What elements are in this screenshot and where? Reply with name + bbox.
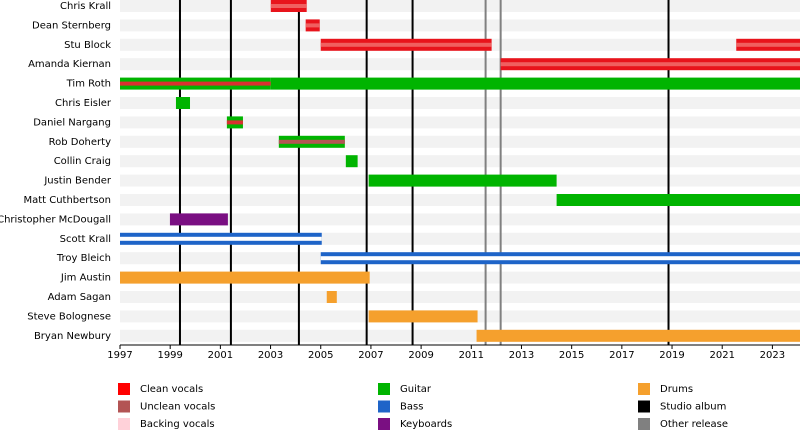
member-label: Justin Bender [43, 176, 112, 187]
x-tick-label: 2015 [559, 350, 584, 361]
member-label: Troy Bleich [56, 253, 111, 264]
legend-label: Backing vocals [140, 419, 215, 430]
role-stripe [320, 256, 800, 261]
x-tick-label: 2017 [609, 350, 634, 361]
member-label: Steve Bolognese [27, 311, 111, 322]
row-band [120, 19, 800, 32]
member-label: Bryan Newbury [34, 331, 111, 342]
x-tick-label: 2003 [258, 350, 283, 361]
member-label: Collin Craig [54, 156, 111, 167]
legend-label: Keyboards [400, 419, 452, 430]
membership-bar [326, 291, 337, 303]
membership-bar [476, 329, 800, 342]
x-tick-label: 2019 [659, 350, 684, 361]
row-band [120, 0, 800, 12]
row-band [120, 135, 800, 148]
membership-bar [368, 310, 478, 323]
x-tick-label: 2005 [308, 350, 333, 361]
member-label: Dean Sternberg [32, 20, 111, 31]
x-tick-label: 2023 [760, 350, 785, 361]
row-band [120, 58, 800, 71]
membership-bar [556, 194, 800, 206]
role-stripe [120, 81, 271, 86]
membership-bar [270, 77, 800, 90]
legend-swatch [638, 400, 650, 413]
legend-label: Unclean vocals [140, 402, 215, 413]
x-tick-label: 2021 [709, 350, 734, 361]
row-band [120, 97, 800, 109]
member-label: Chris Eisler [55, 98, 112, 109]
member-label: Jim Austin [60, 273, 111, 284]
legend-swatch [118, 418, 130, 430]
legend-swatch [118, 400, 130, 413]
role-stripe [736, 42, 800, 47]
legend-label: Guitar [400, 384, 432, 395]
legend-swatch [638, 418, 650, 430]
role-stripe [305, 23, 320, 28]
role-stripe [278, 139, 345, 144]
legend-swatch [118, 383, 130, 395]
row-band [120, 155, 800, 168]
x-tick-label: 2007 [358, 350, 383, 361]
membership-bar [169, 213, 228, 226]
row-band [120, 116, 800, 129]
x-tick-label: 2001 [208, 350, 233, 361]
x-tick-label: 1997 [107, 350, 132, 361]
member-label: Scott Krall [60, 234, 111, 245]
member-label: Chris Krall [60, 1, 111, 12]
membership-bar [120, 271, 370, 284]
membership-bar [345, 155, 358, 168]
x-tick-label: 1999 [157, 350, 182, 361]
role-stripe [320, 42, 492, 47]
role-stripe [120, 236, 322, 241]
legend-label: Bass [400, 402, 423, 413]
role-stripe [500, 62, 800, 67]
member-label: Amanda Kiernan [28, 59, 111, 70]
row-band [120, 213, 800, 226]
row-band [120, 291, 800, 303]
legend-swatch [378, 418, 390, 430]
member-label: Daniel Nargang [33, 117, 111, 128]
legend-label: Other release [660, 419, 728, 430]
member-label: Matt Cuthbertson [23, 195, 111, 206]
legend-label: Studio album [660, 402, 726, 413]
role-stripe [226, 120, 243, 125]
role-stripe [270, 4, 307, 8]
x-tick-label: 2013 [509, 350, 534, 361]
member-label: Adam Sagan [48, 292, 111, 303]
x-tick-label: 2009 [408, 350, 433, 361]
member-label: Rob Doherty [49, 137, 111, 148]
member-label: Stu Block [64, 40, 111, 51]
legend-label: Drums [660, 384, 693, 395]
legend-swatch [378, 400, 390, 413]
legend-swatch [378, 383, 390, 395]
x-tick-label: 2011 [459, 350, 484, 361]
member-label: Christopher McDougall [0, 214, 111, 225]
member-label: Tim Roth [66, 79, 111, 90]
membership-bar [175, 97, 191, 109]
legend-label: Clean vocals [140, 384, 203, 395]
membership-bar [368, 174, 557, 187]
legend-swatch [638, 383, 650, 395]
